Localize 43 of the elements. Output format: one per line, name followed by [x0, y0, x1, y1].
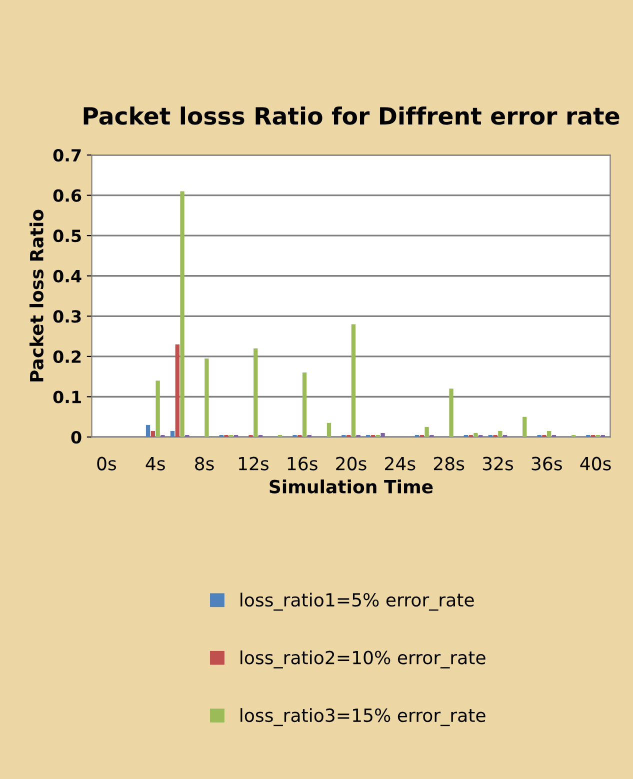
x-tick-label: 8s: [195, 456, 214, 470]
x-tick-label: 0s: [97, 456, 116, 470]
y-tick-label: 0.2: [53, 350, 81, 364]
bar: [474, 432, 478, 438]
bar: [204, 358, 209, 438]
bar: [547, 430, 552, 438]
y-tick-label: 0.4: [53, 270, 82, 282]
bar: [302, 372, 307, 438]
y-axis-title: Packet loss Ratio: [30, 210, 44, 382]
y-tick-label: 0.1: [53, 390, 81, 404]
y-tick-label: 0: [71, 430, 82, 444]
bar: [254, 348, 258, 438]
y-tick-label: 0.6: [53, 189, 82, 202]
bar: [180, 191, 184, 438]
bar: [380, 432, 385, 438]
x-tick-label: 20s: [336, 456, 366, 470]
x-tick-label: 16s: [288, 456, 318, 470]
bar: [146, 424, 150, 438]
legend-label: loss_ratio3=15% error_rate: [240, 708, 486, 726]
bar: [150, 430, 155, 438]
legend-label: loss_ratio2=10% error_rate: [240, 650, 486, 668]
y-tick-label: 0.3: [53, 310, 81, 323]
x-tick-label: 40s: [580, 456, 611, 470]
x-tick-label: 4s: [146, 457, 165, 470]
x-tick-label: 36s: [532, 456, 562, 470]
x-tick-label: 32s: [482, 456, 514, 470]
bar: [522, 416, 527, 438]
bar: [424, 426, 429, 438]
bar: [170, 430, 175, 438]
x-tick-label: 24s: [385, 456, 416, 470]
bar: [156, 380, 160, 438]
y-tick-label: 0.5: [53, 230, 81, 242]
y-tick-label: 0.7: [53, 148, 81, 162]
chart-title: Packet losss Ratio for Diffrent error rate: [84, 106, 620, 125]
bar: [351, 324, 356, 438]
legend-label: loss_ratio1=5% error_rate: [240, 592, 474, 611]
bar: [326, 422, 332, 438]
x-tick-label: 12s: [238, 456, 268, 470]
x-axis-title: Simulation Time: [270, 479, 433, 494]
bar: [449, 388, 454, 438]
x-tick-label: 28s: [434, 456, 464, 470]
bar: [498, 430, 502, 438]
bar: [175, 344, 180, 438]
